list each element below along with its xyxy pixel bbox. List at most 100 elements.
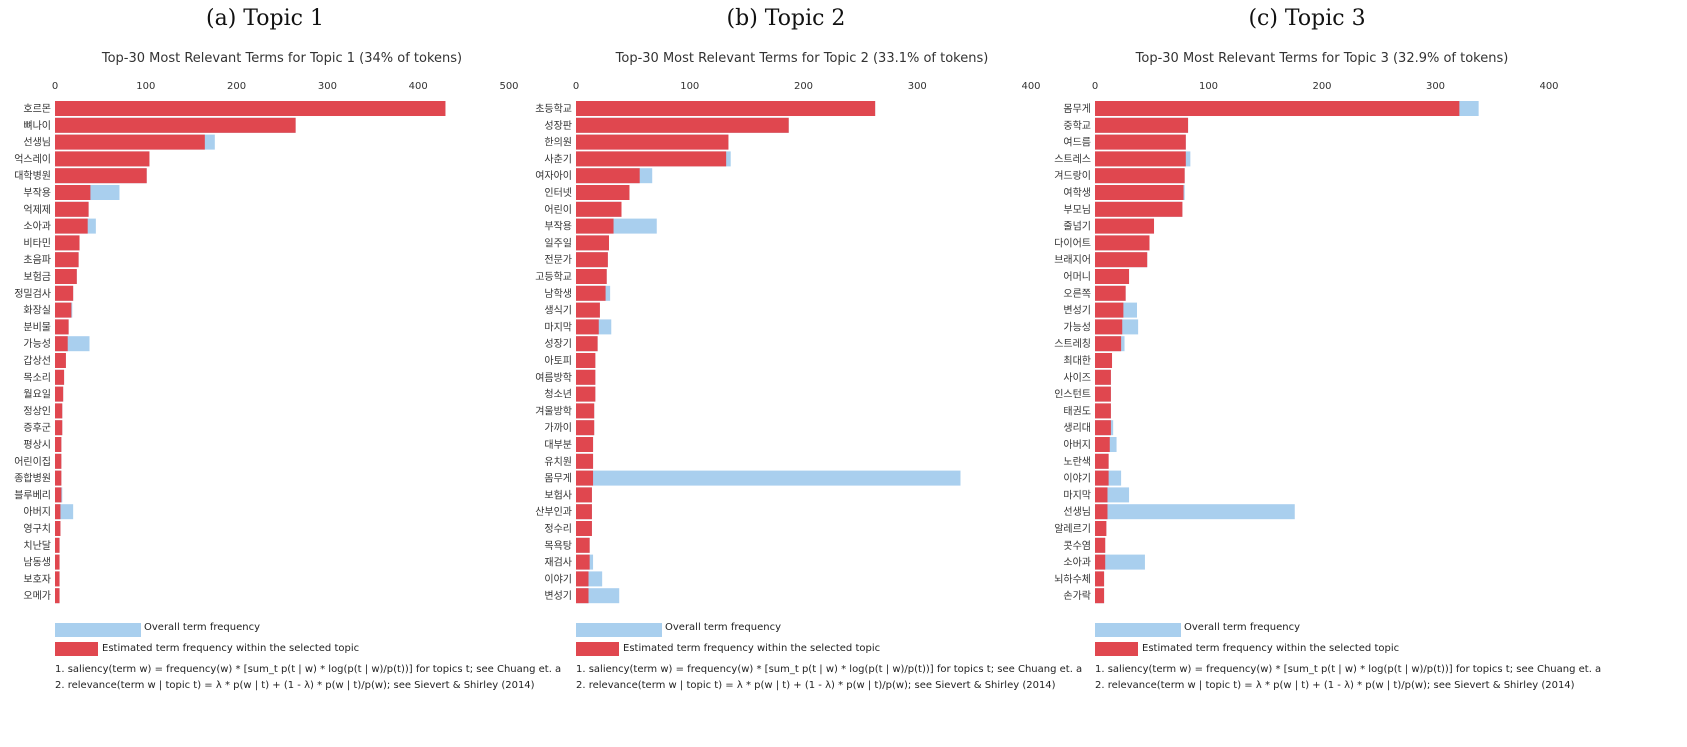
topic-frequency-bar[interactable] [1095, 554, 1106, 570]
topic-frequency-bar[interactable] [1095, 235, 1150, 251]
topic-frequency-bar[interactable] [1095, 134, 1186, 150]
term-label: 가능성 [23, 338, 51, 350]
legend-overall-swatch [1095, 623, 1181, 637]
topic-frequency-bar[interactable] [55, 504, 61, 520]
topic-frequency-bar[interactable] [55, 420, 63, 436]
term-label: 변성기 [1063, 305, 1091, 317]
topic-frequency-bar[interactable] [55, 521, 61, 536]
topic-frequency-bar[interactable] [55, 386, 64, 402]
topic-frequency-bar[interactable] [1095, 117, 1189, 133]
topic-frequency-bar[interactable] [576, 487, 592, 503]
overall-frequency-bar[interactable] [576, 470, 961, 486]
topic-frequency-bar[interactable] [576, 554, 590, 570]
topic-frequency-bar[interactable] [1095, 470, 1109, 486]
topic-frequency-bar[interactable] [1095, 403, 1111, 419]
topic-frequency-bar[interactable] [55, 302, 72, 318]
topic-frequency-bar[interactable] [55, 403, 63, 419]
topic-frequency-bar[interactable] [1095, 302, 1124, 318]
topic-frequency-bar[interactable] [576, 134, 729, 150]
topic-frequency-bar[interactable] [576, 151, 727, 167]
legend-estimated-swatch [1095, 642, 1138, 656]
topic-frequency-bar[interactable] [1095, 319, 1123, 335]
topic-frequency-bar[interactable] [576, 386, 596, 402]
topic-frequency-bar[interactable] [1095, 269, 1130, 284]
topic-frequency-bar[interactable] [55, 487, 62, 503]
topic-frequency-bar[interactable] [1095, 521, 1107, 536]
chart-topic-2: (b) Topic 2 Top-30 Most Relevant Terms f… [535, 6, 1082, 691]
topic-frequency-bar[interactable] [1095, 537, 1106, 553]
topic-frequency-bar[interactable] [576, 302, 600, 318]
topic-frequency-bar[interactable] [1095, 453, 1109, 469]
topic-frequency-bar[interactable] [1095, 336, 1122, 352]
topic-frequency-bar[interactable] [576, 453, 594, 469]
topic-frequency-bar[interactable] [576, 403, 595, 419]
topic-frequency-bar[interactable] [576, 185, 630, 200]
topic-frequency-bar[interactable] [576, 369, 596, 385]
topic-frequency-bar[interactable] [576, 571, 589, 587]
topic-frequency-bar[interactable] [55, 218, 88, 234]
topic-frequency-bar[interactable] [576, 168, 640, 184]
topic-frequency-bar[interactable] [576, 285, 606, 301]
topic-frequency-bar[interactable] [1095, 201, 1183, 217]
topic-frequency-bar[interactable] [1095, 420, 1111, 436]
topic-frequency-bar[interactable] [576, 521, 592, 536]
topic-frequency-bar[interactable] [576, 437, 594, 452]
topic-frequency-bar[interactable] [1095, 185, 1184, 200]
topic-frequency-bar[interactable] [576, 420, 595, 436]
term-label: 부작용 [23, 187, 51, 199]
topic-frequency-bar[interactable] [55, 235, 80, 251]
term-label: 정수리 [544, 523, 572, 535]
topic-frequency-bar[interactable] [576, 218, 614, 234]
topic-frequency-bar[interactable] [55, 336, 68, 352]
topic-frequency-bar[interactable] [576, 537, 590, 553]
topic-frequency-bar[interactable] [1095, 504, 1108, 520]
topic-frequency-bar[interactable] [576, 269, 607, 284]
topic-frequency-bar[interactable] [1095, 487, 1108, 503]
topic-frequency-bar[interactable] [1095, 386, 1111, 402]
topic-frequency-bar[interactable] [55, 168, 147, 184]
topic-frequency-bar[interactable] [576, 201, 622, 217]
topic-frequency-bar[interactable] [576, 470, 594, 486]
topic-frequency-bar[interactable] [576, 353, 596, 368]
topic-frequency-bar[interactable] [55, 101, 446, 116]
topic-frequency-bar[interactable] [55, 554, 60, 570]
topic-frequency-bar[interactable] [1095, 151, 1186, 167]
topic-frequency-bar[interactable] [55, 269, 77, 284]
topic-frequency-bar[interactable] [1095, 353, 1113, 368]
topic-frequency-bar[interactable] [55, 201, 89, 217]
topic-frequency-bar[interactable] [1095, 285, 1126, 301]
topic-frequency-bar[interactable] [576, 101, 876, 116]
topic-frequency-bar[interactable] [55, 151, 150, 167]
topic-frequency-bar[interactable] [55, 185, 91, 200]
topic-frequency-bar[interactable] [55, 369, 65, 385]
topic-frequency-bar[interactable] [55, 319, 69, 335]
topic-frequency-bar[interactable] [1095, 369, 1111, 385]
topic-frequency-bar[interactable] [576, 336, 598, 352]
topic-frequency-bar[interactable] [576, 252, 608, 268]
topic-frequency-bar[interactable] [1095, 437, 1110, 452]
topic-frequency-bar[interactable] [1095, 571, 1105, 587]
topic-frequency-bar[interactable] [576, 117, 789, 133]
topic-frequency-bar[interactable] [55, 353, 66, 368]
topic-frequency-bar[interactable] [55, 571, 60, 587]
topic-frequency-bar[interactable] [576, 588, 589, 604]
topic-frequency-bar[interactable] [55, 588, 60, 604]
topic-frequency-bar[interactable] [55, 285, 74, 301]
topic-frequency-bar[interactable] [1095, 252, 1148, 268]
topic-frequency-bar[interactable] [55, 437, 62, 452]
topic-frequency-bar[interactable] [55, 134, 205, 150]
topic-frequency-bar[interactable] [576, 504, 592, 520]
topic-frequency-bar[interactable] [55, 537, 60, 553]
topic-frequency-bar[interactable] [55, 453, 62, 469]
topic-frequency-bar[interactable] [1095, 168, 1185, 184]
topic-frequency-bar[interactable] [576, 235, 609, 251]
topic-frequency-bar[interactable] [576, 319, 599, 335]
topic-frequency-bar[interactable] [1095, 101, 1460, 116]
topic-frequency-bar[interactable] [55, 117, 296, 133]
topic-frequency-bar[interactable] [55, 470, 62, 486]
overall-frequency-bar[interactable] [1095, 504, 1295, 520]
topic-frequency-bar[interactable] [55, 252, 79, 268]
overall-frequency-bar[interactable] [1095, 554, 1145, 570]
topic-frequency-bar[interactable] [1095, 218, 1155, 234]
topic-frequency-bar[interactable] [1095, 588, 1105, 604]
